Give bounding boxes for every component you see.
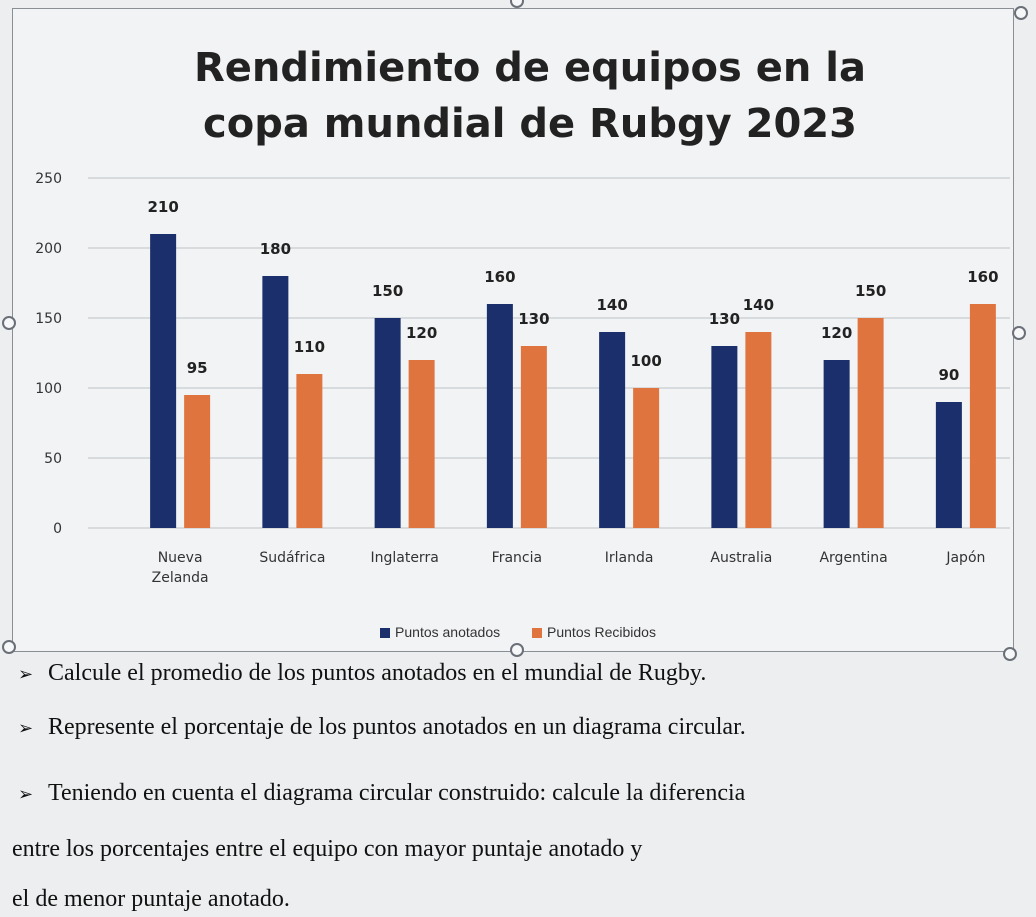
x-tick-label: Japón: [945, 550, 985, 566]
data-label: 160: [484, 268, 515, 286]
bar: [711, 346, 738, 528]
resize-handle-bottom-right[interactable]: [1003, 647, 1017, 661]
data-label: 100: [630, 352, 661, 370]
legend-label-recibidos: Puntos Recibidos: [547, 624, 656, 640]
y-tick-label: 250: [35, 171, 62, 187]
x-tick-label: Zelanda: [152, 570, 209, 586]
y-tick-label: 0: [53, 521, 62, 537]
question-item: ➢ Calcule el promedio de los puntos anota…: [18, 660, 706, 687]
question-item: ➢ Teniendo en cuenta el diagrama circular…: [18, 780, 745, 807]
x-tick-label: Sudáfrica: [259, 550, 325, 566]
data-label: 130: [709, 310, 740, 328]
data-label: 160: [967, 268, 998, 286]
bar-chart: 0 50 100 150 200 250 210 95 Nueva Zelanda 180 110 Su…: [35, 171, 1010, 586]
resize-handle-top-right[interactable]: [1014, 6, 1028, 20]
bar: [262, 276, 289, 528]
question-text: Teniendo en cuenta el diagrama circular …: [48, 780, 746, 806]
question-text: Represente el porcentaje de los puntos a…: [48, 714, 746, 740]
data-label: 95: [187, 359, 208, 377]
data-label: 130: [518, 310, 549, 328]
y-tick-label: 100: [35, 381, 62, 397]
question-text: Calcule el promedio de los puntos anotad…: [48, 660, 707, 686]
question-text: entre los porcentajes entre el equipo co…: [12, 836, 643, 862]
data-label: 140: [743, 296, 774, 314]
question-item: entre los porcentajes entre el equipo co…: [12, 836, 642, 863]
data-label: 180: [260, 240, 291, 258]
bar: [599, 332, 626, 528]
question-item: el de menor puntaje anotado.: [12, 886, 290, 913]
data-label: 120: [821, 324, 852, 342]
x-tick-label: Argentina: [819, 550, 887, 566]
bar: [520, 346, 547, 528]
bar: [486, 304, 513, 528]
bar: [408, 360, 435, 528]
bar: [935, 402, 962, 528]
bar: [969, 304, 996, 528]
arrow-bullet-icon: ➢: [18, 784, 34, 804]
x-tick-label: Inglaterra: [370, 550, 438, 566]
data-label: 110: [294, 338, 325, 356]
bar: [745, 332, 772, 528]
data-label: 90: [938, 366, 959, 384]
x-tick-label: Australia: [710, 550, 772, 566]
y-tick-label: 200: [35, 241, 62, 257]
data-label: 140: [596, 296, 627, 314]
bar: [857, 318, 884, 528]
legend-item-anotados: Puntos anotados: [380, 624, 500, 640]
arrow-bullet-icon: ➢: [18, 718, 34, 738]
y-tick-label: 150: [35, 311, 62, 327]
legend-label-anotados: Puntos anotados: [395, 624, 501, 640]
chart-frame: [12, 8, 1014, 652]
data-label: 210: [147, 198, 178, 216]
resize-handle-bottom-center[interactable]: [510, 643, 524, 657]
x-tick-label: Irlanda: [605, 550, 654, 566]
legend-item-recibidos: Puntos Recibidos: [532, 624, 656, 640]
data-label: 150: [372, 282, 403, 300]
bar: [150, 234, 177, 528]
arrow-bullet-icon: ➢: [18, 664, 34, 684]
y-tick-label: 50: [44, 451, 62, 467]
legend-swatch-anotados: [380, 628, 391, 639]
x-tick-label: Nueva: [158, 550, 203, 566]
question-item: ➢ Represente el porcentaje de los puntos …: [18, 714, 746, 741]
bar: [374, 318, 401, 528]
data-label: 150: [855, 282, 886, 300]
question-text: el de menor puntaje anotado.: [12, 886, 290, 912]
chart-legend: Puntos anotados Puntos Recibidos: [0, 624, 1036, 640]
resize-handle-middle-right[interactable]: [1012, 326, 1026, 340]
bar: [296, 374, 323, 528]
chart-title: Rendimiento de equipos en la copa mundia…: [194, 45, 866, 147]
resize-handle-middle-left[interactable]: [2, 316, 16, 330]
bar: [184, 395, 211, 528]
bar: [633, 388, 660, 528]
bar: [823, 360, 850, 528]
x-tick-label: Francia: [492, 550, 542, 566]
resize-handle-top-center[interactable]: [510, 0, 524, 8]
resize-handle-bottom-left[interactable]: [2, 640, 16, 654]
data-label: 120: [406, 324, 437, 342]
legend-swatch-recibidos: [532, 628, 543, 639]
